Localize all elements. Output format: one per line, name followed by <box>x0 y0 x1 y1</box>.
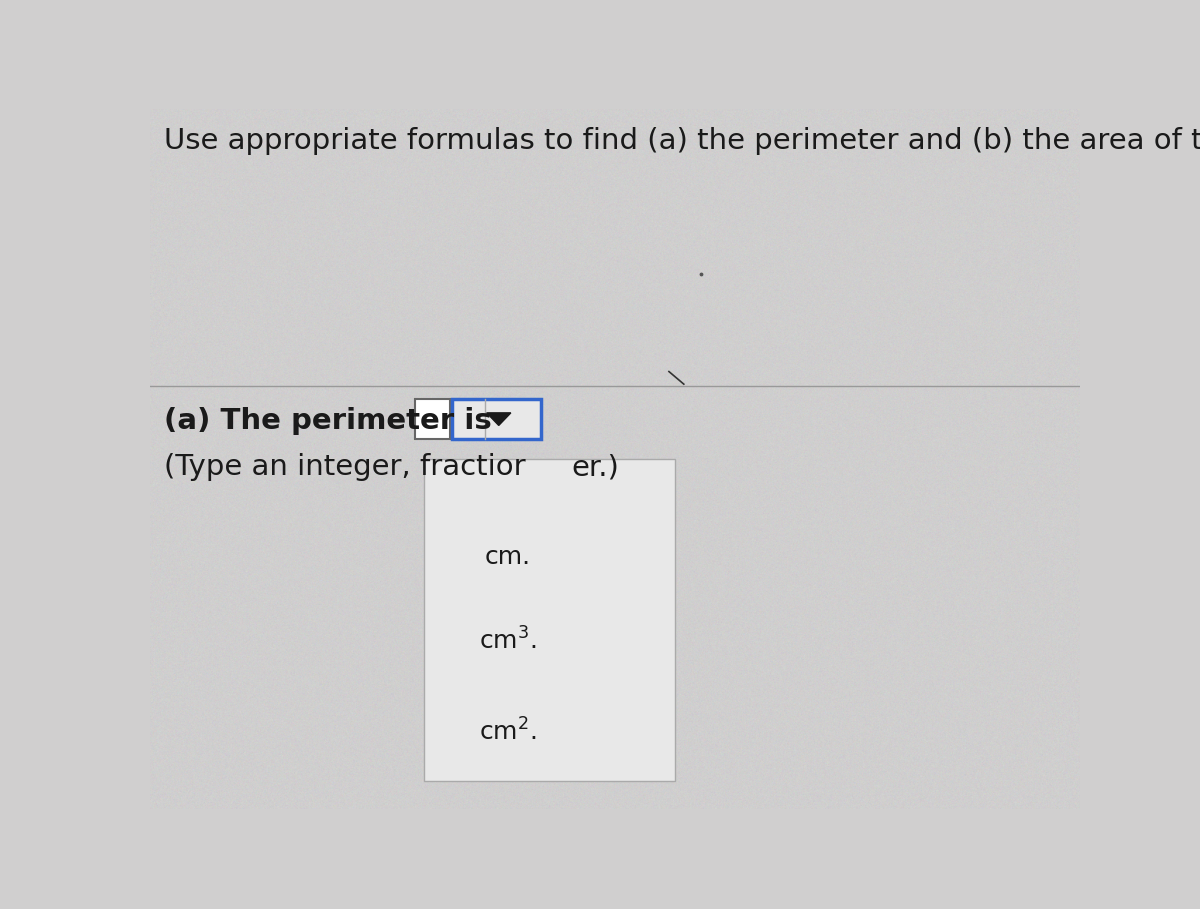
Text: cm.: cm. <box>485 545 532 569</box>
Text: (Type an integer, fractior: (Type an integer, fractior <box>164 454 526 482</box>
FancyBboxPatch shape <box>415 399 450 439</box>
Text: cm$^3$.: cm$^3$. <box>479 627 536 654</box>
FancyBboxPatch shape <box>425 459 676 781</box>
Polygon shape <box>487 413 511 425</box>
Text: cm$^2$.: cm$^2$. <box>479 718 536 745</box>
Text: Use appropriate formulas to find (a) the perimeter and (b) the area of the figur: Use appropriate formulas to find (a) the… <box>164 126 1200 155</box>
Text: (a) The perimeter is: (a) The perimeter is <box>164 406 492 435</box>
Text: er.): er.) <box>571 454 619 482</box>
FancyBboxPatch shape <box>452 399 541 439</box>
